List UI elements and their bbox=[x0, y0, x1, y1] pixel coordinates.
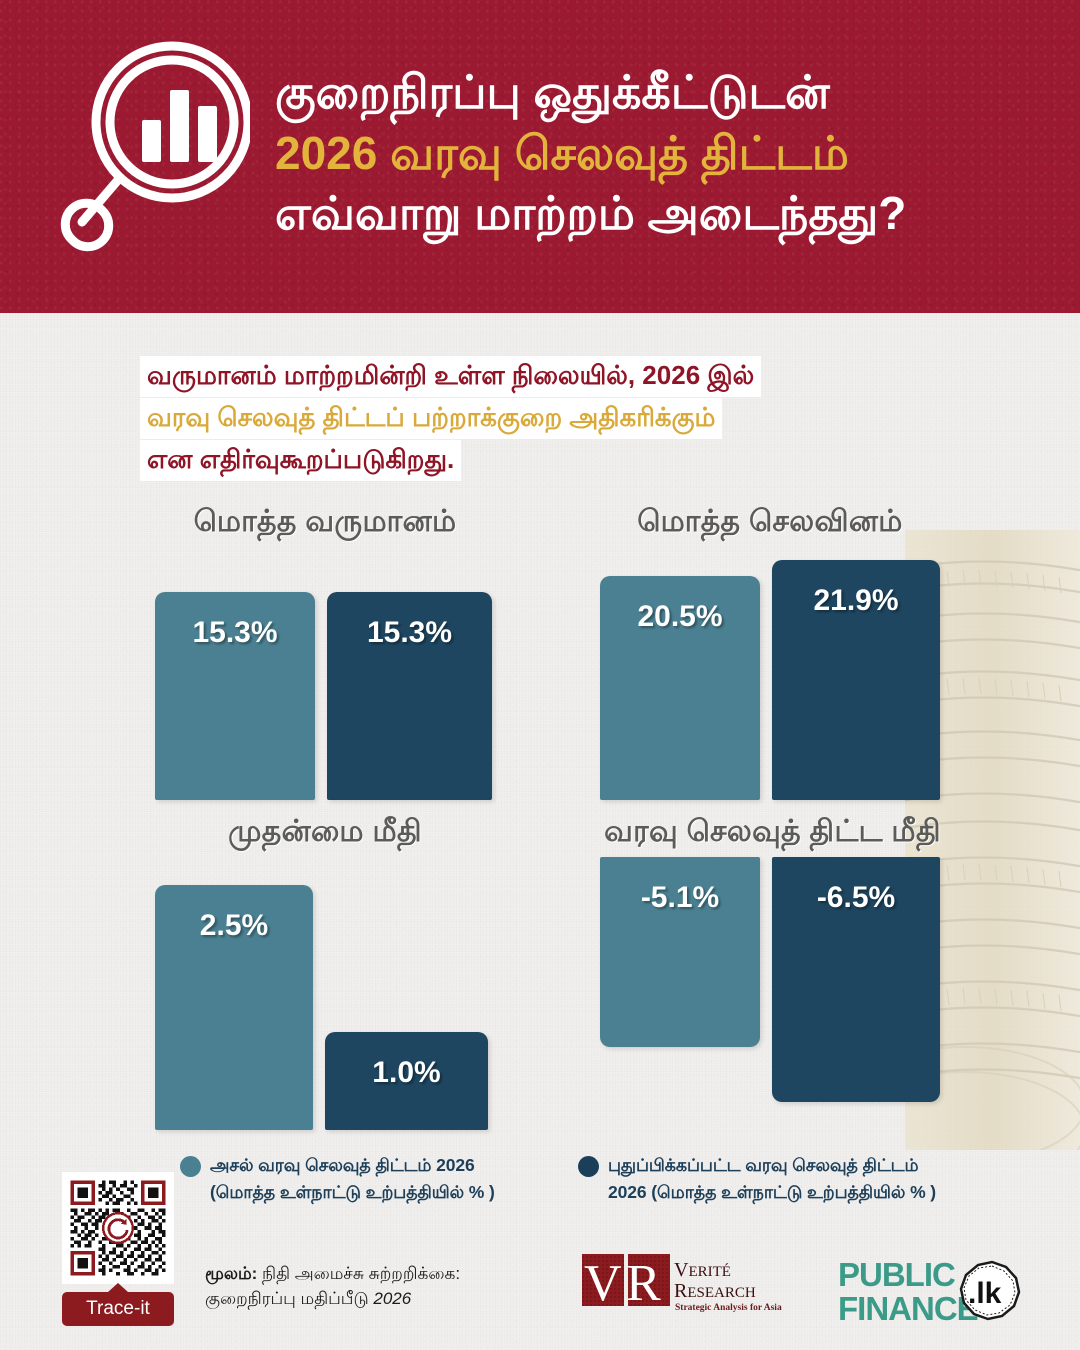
chart-panel-total-expenditure: மொத்த செலவினம் 20.5% 21.9% bbox=[600, 505, 940, 800]
bar-original[interactable]: 20.5% bbox=[600, 576, 760, 800]
bar-value-label: 15.3% bbox=[366, 616, 453, 649]
panel-title: வரவு செலவுத் திட்ட மீதி bbox=[604, 815, 941, 848]
legend-label: அசல் வரவு செலவுத் திட்டம் 2026 (மொத்த உள… bbox=[210, 1152, 495, 1206]
bar-value-label: 15.3% bbox=[192, 616, 278, 649]
header-title-line-3: எவ்வாறு மாற்றம் அடைந்தது? bbox=[275, 187, 907, 240]
bar-original[interactable]: 2.5% bbox=[155, 885, 313, 1130]
chart-panel-primary-balance: முதன்மை மீதி 2.5% 1.0% bbox=[155, 815, 495, 1140]
panel-title: மொத்த வருமானம் bbox=[193, 505, 457, 538]
bar-original[interactable]: 15.3% bbox=[155, 592, 315, 800]
trace-it-label: Trace-it bbox=[86, 1298, 150, 1319]
legend-label: புதுப்பிக்கப்பட்ட வரவு செலவுத் திட்டம் 2… bbox=[608, 1152, 936, 1206]
bar-value-label: 2.5% bbox=[199, 909, 269, 942]
legend-label-line2: 2026 (மொத்த உள்நாட்டு உற்பத்தியில் % ) bbox=[608, 1182, 937, 1203]
chart-panel-budget-balance: வரவு செலவுத் திட்ட மீதி -5.1% -6.5% bbox=[600, 815, 945, 1140]
trace-it-widget[interactable]: Trace-it bbox=[62, 1172, 178, 1326]
legend-label-line1: அசல் வரவு செலவுத் திட்டம் 2026 bbox=[210, 1155, 475, 1175]
qr-code-icon[interactable] bbox=[62, 1172, 174, 1284]
bar-value-label: -5.1% bbox=[640, 881, 720, 914]
publicfinance-lk-logo: PUBLIC FINANCE .lk bbox=[838, 1250, 1038, 1335]
svg-text:PUBLIC: PUBLIC bbox=[838, 1256, 955, 1293]
bar-revised[interactable]: 15.3% bbox=[327, 592, 492, 800]
header-banner: குறைநிரப்பு ஒதுக்கீட்டுடன் 2026 வரவு செல… bbox=[0, 0, 1080, 313]
legend-swatch-icon bbox=[180, 1156, 201, 1177]
source-note: மூலம்: நிதி அமைச்சு சுற்றறிக்கை: குறைநிர… bbox=[205, 1262, 575, 1311]
trace-it-badge[interactable]: Trace-it bbox=[62, 1283, 174, 1326]
source-text-2: குறைநிரப்பு மதிப்பீடு bbox=[205, 1288, 369, 1308]
chart-grid: மொத்த வருமானம் 15.3% 15.3% மொத்த செலவினம… bbox=[0, 490, 1080, 1150]
source-label: மூலம்: bbox=[205, 1264, 258, 1283]
bar-value-label: 21.9% bbox=[813, 584, 899, 617]
svg-text:R: R bbox=[626, 1255, 661, 1312]
legend-item-revised[interactable]: புதுப்பிக்கப்பட்ட வரவு செலவுத் திட்டம் 2… bbox=[578, 1152, 1028, 1206]
header-title-line-2: 2026 வரவு செலவுத் திட்டம் bbox=[275, 126, 849, 179]
bar-value-label: 1.0% bbox=[372, 1056, 441, 1089]
bar-original[interactable]: -5.1% bbox=[600, 857, 760, 1047]
chart-panel-total-revenue: மொத்த வருமானம் 15.3% 15.3% bbox=[155, 505, 495, 800]
svg-text:V: V bbox=[584, 1255, 622, 1312]
panel-title: முதன்மை மீதி bbox=[228, 815, 422, 848]
legend-swatch-icon bbox=[578, 1156, 599, 1177]
header-title-block: குறைநிரப்பு ஒதுக்கீட்டுடன் 2026 வரவு செல… bbox=[275, 62, 1065, 244]
bar-value-label: 20.5% bbox=[637, 600, 723, 633]
source-year: 2026 bbox=[373, 1288, 412, 1308]
bar-revised[interactable]: 1.0% bbox=[325, 1032, 488, 1130]
legend-label-line2: (மொத்த உள்நாட்டு உற்பத்தியில் % ) bbox=[210, 1182, 495, 1203]
subtitle-line-2: வரவு செலவுத் திட்டப் பற்றாக்குறை அதிகரிக… bbox=[140, 397, 723, 439]
header-title-line-1: குறைநிரப்பு ஒதுக்கீட்டுடன் bbox=[275, 66, 830, 118]
subtitle-line-3: என எதிர்வுகூறப்படுகிறது. bbox=[140, 439, 462, 481]
svg-text:RESEARCH: RESEARCH bbox=[674, 1280, 756, 1302]
source-text: நிதி அமைச்சு சுற்றறிக்கை: bbox=[262, 1264, 461, 1283]
bar-revised[interactable]: 21.9% bbox=[772, 560, 940, 800]
legend-label-line1: புதுப்பிக்கப்பட்ட வரவு செலவுத் திட்டம் bbox=[608, 1155, 919, 1175]
bar-value-label: -6.5% bbox=[816, 881, 896, 914]
legend-item-original[interactable]: அசல் வரவு செலவுத் திட்டம் 2026 (மொத்த உள… bbox=[180, 1152, 570, 1206]
panel-title: மொத்த செலவினம் bbox=[637, 505, 903, 538]
svg-text:FINANCE: FINANCE bbox=[838, 1290, 978, 1327]
subtitle-block: வருமானம் மாற்றமின்றி உள்ள நிலையில், 2026… bbox=[140, 356, 960, 482]
bar-revised[interactable]: -6.5% bbox=[772, 857, 940, 1102]
subtitle-line-1: வருமானம் மாற்றமின்றி உள்ள நிலையில், 2026… bbox=[140, 356, 762, 397]
magnifier-bar-chart-icon bbox=[60, 40, 253, 260]
verite-research-logo: V R VERITÉ RESEARCH Strategic Analysis f… bbox=[582, 1252, 797, 1330]
svg-text:VERITÉ: VERITÉ bbox=[674, 1259, 731, 1281]
svg-text:Strategic Analysis for Asia: Strategic Analysis for Asia bbox=[675, 1303, 782, 1313]
svg-text:.lk: .lk bbox=[968, 1277, 1002, 1310]
